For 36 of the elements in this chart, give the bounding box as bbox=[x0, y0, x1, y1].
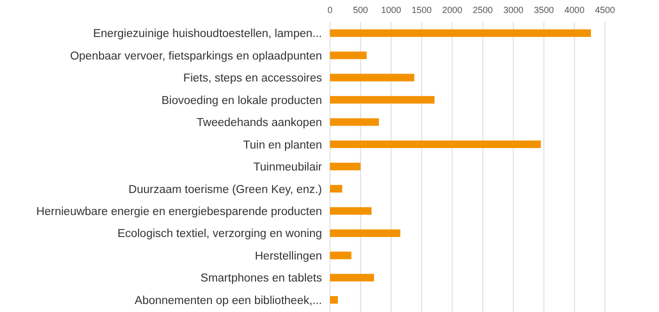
y-tick-label: Biovoeding en lokale producten bbox=[162, 94, 322, 107]
x-tick-label: 0 bbox=[327, 5, 333, 15]
x-tick-label: 4000 bbox=[564, 5, 584, 15]
x-tick-label: 500 bbox=[353, 5, 368, 15]
x-tick-label: 4500 bbox=[594, 5, 616, 15]
bar bbox=[330, 229, 400, 237]
y-tick-label: Abonnementen op een bibliotheek,... bbox=[134, 294, 322, 307]
bar bbox=[330, 296, 338, 304]
y-tick-label: Hernieuwbare energie en energiebesparende producten bbox=[36, 206, 322, 218]
bar bbox=[330, 96, 434, 104]
bar bbox=[330, 74, 414, 82]
x-tick-label: 1500 bbox=[412, 5, 432, 15]
bar bbox=[330, 184, 342, 193]
y-tick-label: Ecologisch textiel, verzorging en woning bbox=[117, 228, 322, 240]
x-tick-label: 2500 bbox=[472, 5, 493, 15]
y-tick-label: Openbaar vervoer, fietsparkings en oplaadpunten bbox=[70, 50, 322, 62]
bar bbox=[330, 118, 379, 126]
bar bbox=[330, 207, 372, 215]
bar bbox=[330, 274, 374, 282]
y-tick-label: Tweedehands aankopen bbox=[196, 117, 322, 130]
x-tick-label: 1000 bbox=[381, 5, 402, 15]
bar bbox=[330, 29, 591, 37]
bar bbox=[330, 162, 361, 170]
x-tick-label: 2000 bbox=[442, 5, 462, 15]
bar bbox=[330, 140, 541, 148]
y-tick-label: Tuin en planten bbox=[243, 139, 322, 152]
bar bbox=[330, 252, 352, 260]
y-tick-label: Duurzaam toerisme (Green Key, enz.) bbox=[128, 184, 322, 196]
x-tick-label: 3000 bbox=[503, 5, 524, 15]
x-tick-label: 3500 bbox=[534, 5, 554, 15]
y-tick-label: Tuinmeubilair bbox=[253, 162, 322, 174]
y-tick-label: Smartphones en tablets bbox=[200, 272, 322, 285]
bar bbox=[330, 52, 367, 60]
y-tick-label: Energiezuinige huishoudtoestellen, lampen... bbox=[93, 28, 322, 40]
y-tick-label: Herstellingen bbox=[254, 250, 322, 262]
y-tick-label: Fiets, steps en accessoires bbox=[183, 72, 322, 85]
